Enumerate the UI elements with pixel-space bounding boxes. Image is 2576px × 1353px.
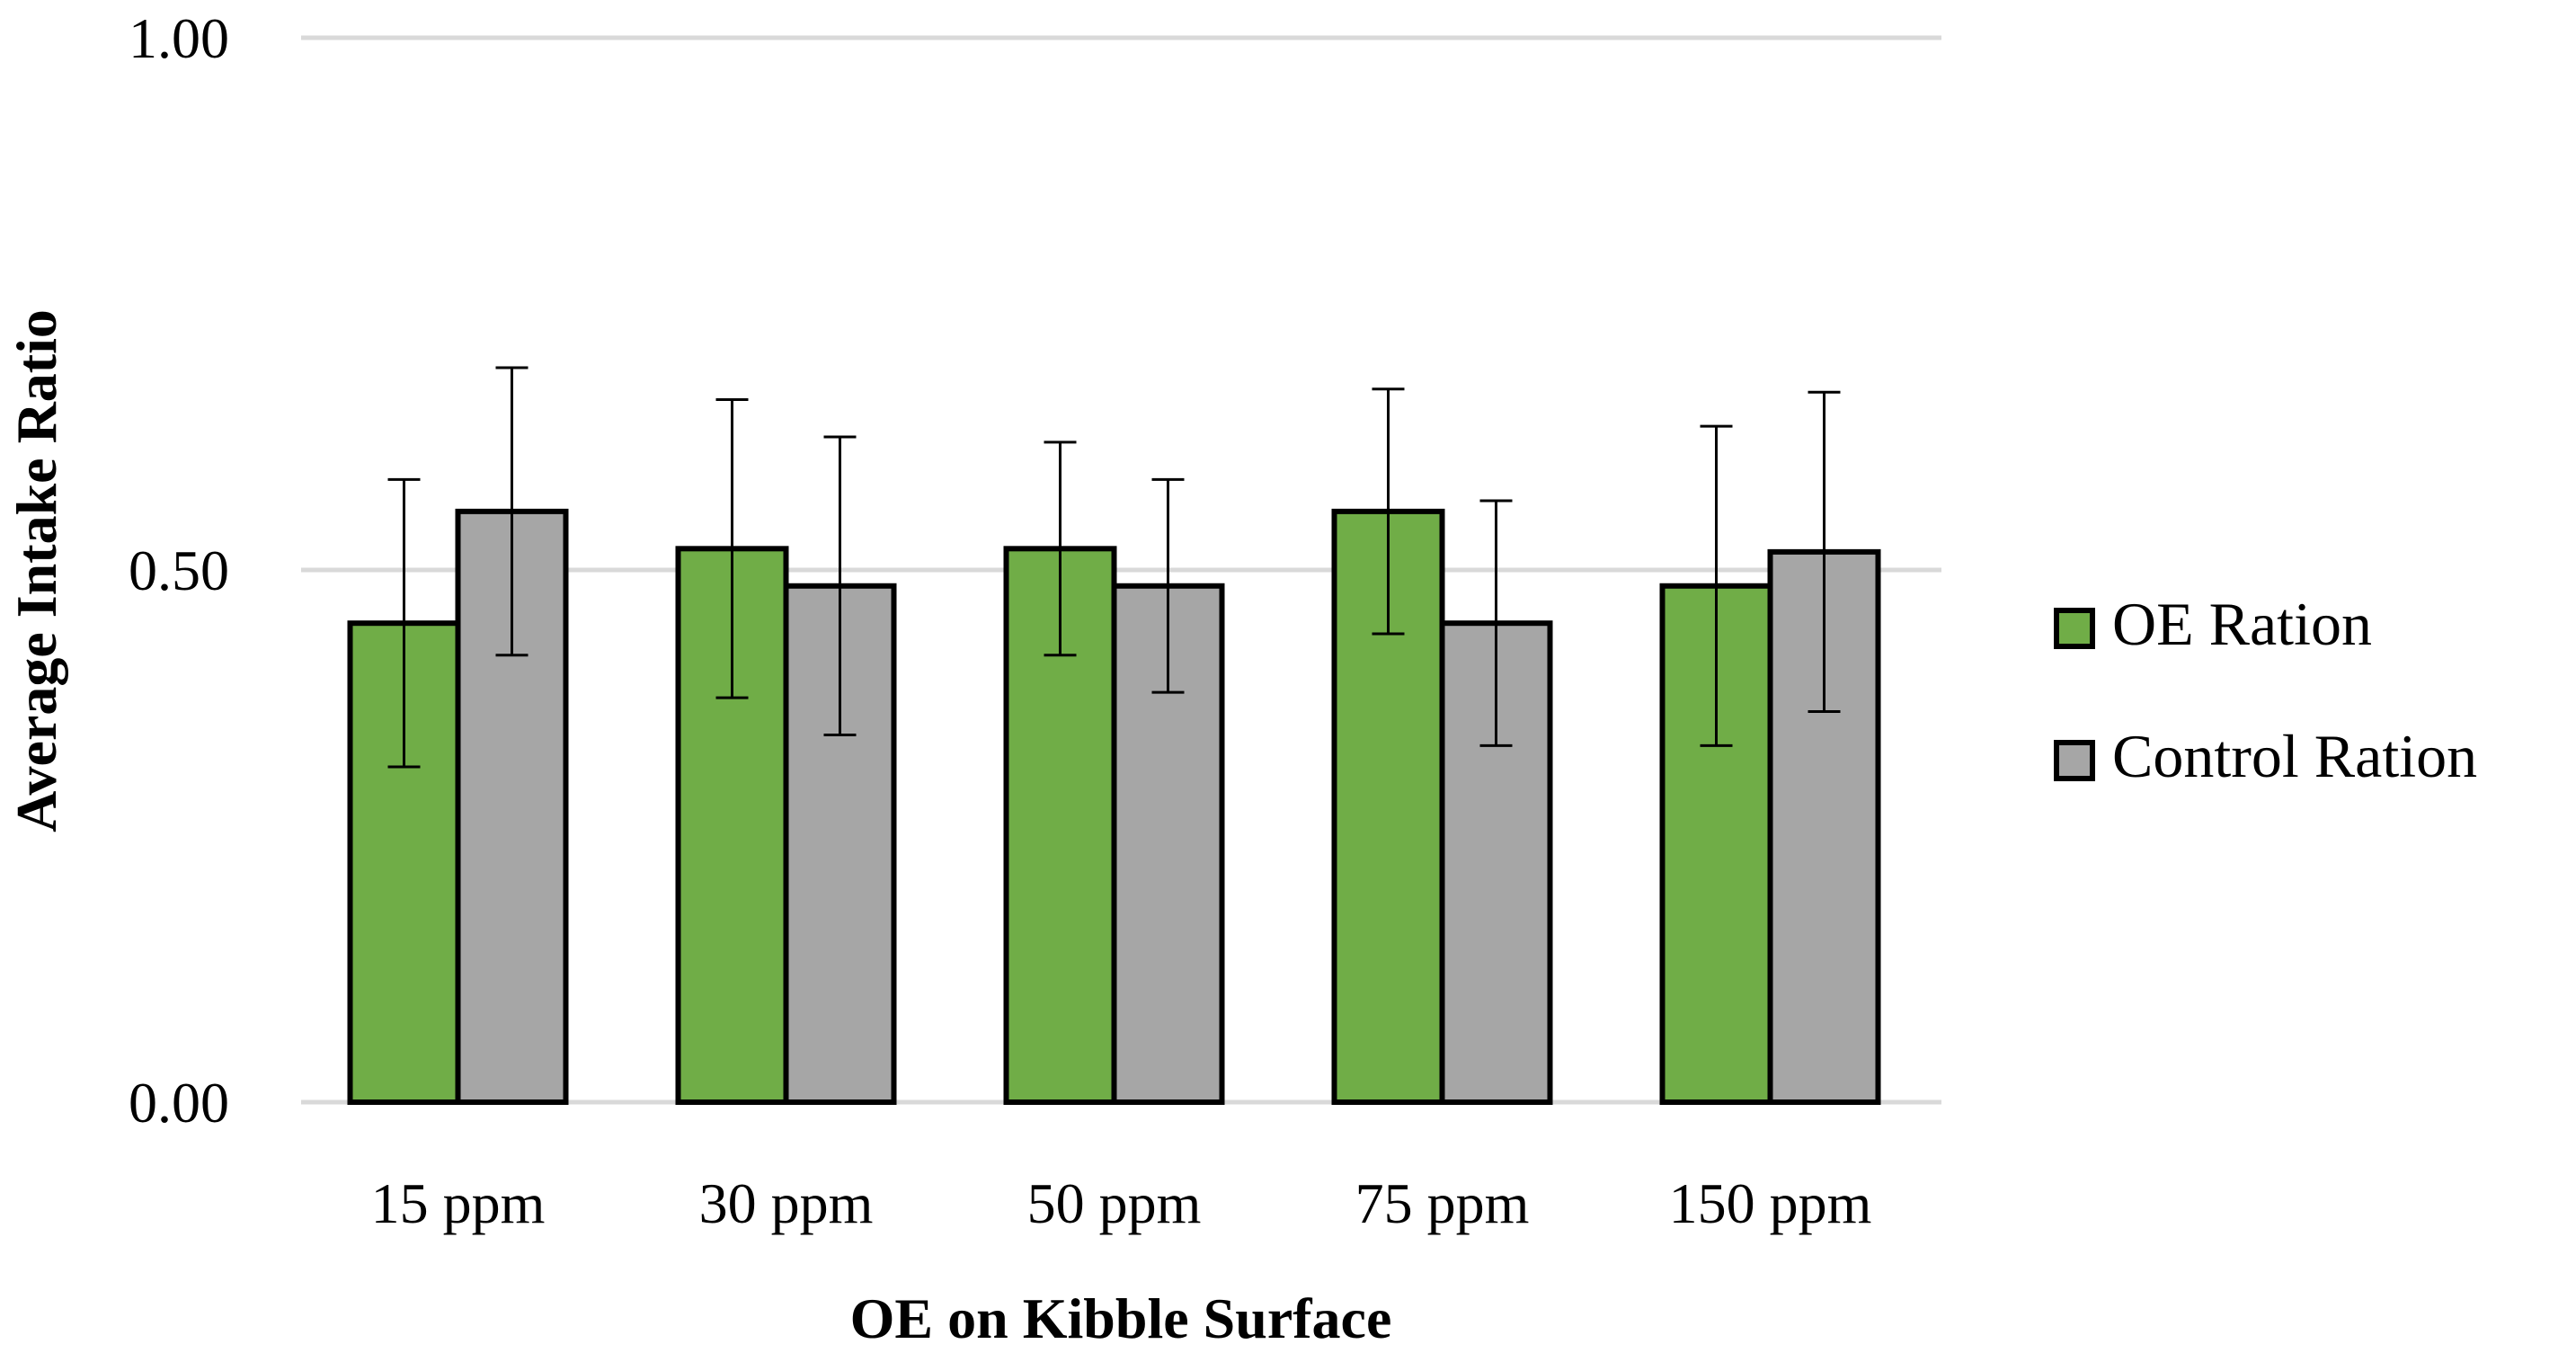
error-bar	[823, 435, 857, 737]
legend-item: Control Ration	[2054, 722, 2477, 790]
error-bar	[1151, 477, 1185, 694]
bars	[347, 508, 1881, 1105]
x-tick-label: 50 ppm	[1027, 1171, 1202, 1235]
y-tick-label: 1.00	[129, 6, 229, 70]
error-bar	[1700, 424, 1733, 747]
x-tick-label: 150 ppm	[1669, 1171, 1872, 1235]
legend-swatch	[2054, 608, 2095, 649]
x-tick-label: 75 ppm	[1355, 1171, 1530, 1235]
error-bar	[1479, 499, 1513, 747]
x-tick-label: 30 ppm	[699, 1171, 874, 1235]
legend: OE Ration Control Ration	[2054, 590, 2477, 790]
legend-swatch	[2054, 740, 2095, 781]
error-bar	[1808, 390, 1841, 713]
bar-control-ration	[783, 583, 897, 1105]
legend-label: OE Ration	[2112, 590, 2372, 658]
x-tick-labels: 15 ppm 30 ppm 50 ppm 75 ppm 150 ppm	[371, 1171, 1872, 1235]
bar-control-ration	[1111, 583, 1225, 1105]
error-bars	[387, 366, 1841, 769]
legend-label: Control Ration	[2112, 722, 2477, 790]
error-bar	[1044, 441, 1077, 657]
error-bar	[495, 366, 529, 657]
x-axis-title: OE on Kibble Surface	[850, 1286, 1392, 1350]
y-axis-title: Average Intake Ratio	[4, 309, 68, 832]
x-tick-label: 15 ppm	[371, 1171, 546, 1235]
error-bar	[387, 477, 421, 769]
y-tick-label: 0.50	[129, 539, 229, 602]
y-tick-labels: 0.00 0.50 1.00	[129, 6, 229, 1135]
y-tick-label: 0.00	[129, 1071, 229, 1135]
error-bar	[715, 398, 749, 699]
error-bar	[1372, 387, 1405, 636]
legend-item: OE Ration	[2054, 590, 2372, 658]
